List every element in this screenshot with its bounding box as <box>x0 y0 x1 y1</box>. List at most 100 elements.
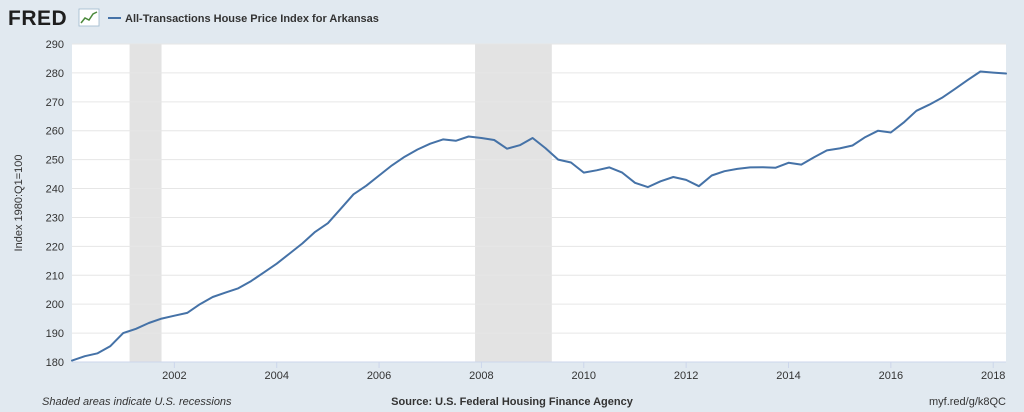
series-layer[interactable] <box>68 67 1010 364</box>
data-point[interactable] <box>452 137 460 145</box>
data-point[interactable] <box>529 134 537 142</box>
data-point[interactable] <box>759 163 767 171</box>
data-point[interactable] <box>900 119 908 127</box>
series-line-1[interactable] <box>71 70 1007 362</box>
data-point[interactable] <box>477 134 485 142</box>
x-tick-label-2012: 2012 <box>674 370 698 382</box>
x-tick-label-2006: 2006 <box>367 370 391 382</box>
data-point[interactable] <box>413 146 421 154</box>
y-tick-label-200: 200 <box>46 299 64 311</box>
data-point[interactable] <box>912 107 920 115</box>
y-axis-label: Index 1980:Q1=100 <box>13 155 25 252</box>
y-tick-label-250: 250 <box>46 155 64 167</box>
data-point[interactable] <box>145 319 153 327</box>
y-tick-label-280: 280 <box>46 68 64 80</box>
data-point[interactable] <box>695 182 703 190</box>
data-point[interactable] <box>158 315 166 323</box>
recession-note: Shaded areas indicate U.S. recessions <box>42 396 232 408</box>
data-point[interactable] <box>721 167 729 175</box>
x-axis-ticks: 2002 2004 2006 2008 2010 2012 2014 2016 2018 <box>72 361 1006 382</box>
short-url-link[interactable]: myf.red/g/k8QC <box>929 396 1006 408</box>
data-point[interactable] <box>170 312 178 320</box>
data-point[interactable] <box>848 141 856 149</box>
data-point[interactable] <box>772 164 780 172</box>
data-point[interactable] <box>887 128 895 136</box>
x-tick-label-2014: 2014 <box>776 370 800 382</box>
data-point[interactable] <box>593 166 601 174</box>
recession-band-1 <box>129 44 162 362</box>
data-point[interactable] <box>784 159 792 167</box>
data-point[interactable] <box>465 133 473 141</box>
x-tick-label-2004: 2004 <box>264 370 288 382</box>
data-point[interactable] <box>951 85 959 93</box>
data-point[interactable] <box>349 190 357 198</box>
data-point[interactable] <box>273 260 281 268</box>
data-point[interactable] <box>439 135 447 143</box>
data-point[interactable] <box>298 239 306 247</box>
data-point[interactable] <box>68 357 76 365</box>
series-title: All-Transactions House Price Index for A… <box>125 13 379 25</box>
data-point[interactable] <box>286 250 294 258</box>
data-point[interactable] <box>516 141 524 149</box>
data-point[interactable] <box>94 349 102 357</box>
data-point[interactable] <box>324 219 332 227</box>
data-point[interactable] <box>426 140 434 148</box>
data-point[interactable] <box>541 144 549 152</box>
data-point[interactable] <box>388 161 396 169</box>
data-point[interactable] <box>567 159 575 167</box>
data-point[interactable] <box>874 127 882 135</box>
data-point[interactable] <box>132 325 140 333</box>
data-point[interactable] <box>503 145 511 153</box>
y-tick-label-240: 240 <box>46 184 64 196</box>
data-point[interactable] <box>836 144 844 152</box>
y-tick-label-230: 230 <box>46 212 64 224</box>
data-point[interactable] <box>490 136 498 144</box>
data-point[interactable] <box>708 172 716 180</box>
data-point[interactable] <box>222 289 230 297</box>
data-point[interactable] <box>976 67 984 75</box>
data-point[interactable] <box>209 293 217 301</box>
data-point[interactable] <box>247 277 255 285</box>
data-point[interactable] <box>196 300 204 308</box>
data-point[interactable] <box>106 342 114 350</box>
data-point[interactable] <box>669 173 677 181</box>
data-point[interactable] <box>605 163 613 171</box>
data-point[interactable] <box>81 352 89 360</box>
data-point[interactable] <box>823 146 831 154</box>
data-point[interactable] <box>554 156 562 164</box>
data-point[interactable] <box>580 169 588 177</box>
data-point[interactable] <box>337 205 345 213</box>
data-point[interactable] <box>989 69 997 77</box>
data-point[interactable] <box>119 329 127 337</box>
data-point[interactable] <box>1002 69 1010 77</box>
recession-shading <box>129 44 552 362</box>
x-tick-label-2002: 2002 <box>162 370 186 382</box>
data-point[interactable] <box>631 179 639 187</box>
data-point[interactable] <box>964 76 972 84</box>
data-point[interactable] <box>401 153 409 161</box>
data-point[interactable] <box>733 165 741 173</box>
fred-logo[interactable]: FRED <box>8 7 67 30</box>
data-point[interactable] <box>644 183 652 191</box>
data-point[interactable] <box>375 172 383 180</box>
data-point[interactable] <box>810 153 818 161</box>
data-point[interactable] <box>234 284 242 292</box>
data-point[interactable] <box>938 94 946 102</box>
y-tick-label-210: 210 <box>46 270 64 282</box>
y-tick-label-290: 290 <box>46 39 64 51</box>
data-point[interactable] <box>311 228 319 236</box>
data-point[interactable] <box>861 133 869 141</box>
data-point[interactable] <box>925 101 933 109</box>
data-point[interactable] <box>746 163 754 171</box>
data-point[interactable] <box>183 309 191 317</box>
data-point[interactable] <box>618 169 626 177</box>
data-point[interactable] <box>260 268 268 276</box>
y-tick-label-260: 260 <box>46 126 64 138</box>
x-tick-label-2016: 2016 <box>879 370 903 382</box>
data-point[interactable] <box>682 176 690 184</box>
data-point[interactable] <box>797 161 805 169</box>
y-tick-label-180: 180 <box>46 357 64 369</box>
data-point[interactable] <box>362 182 370 190</box>
data-point[interactable] <box>657 177 665 185</box>
